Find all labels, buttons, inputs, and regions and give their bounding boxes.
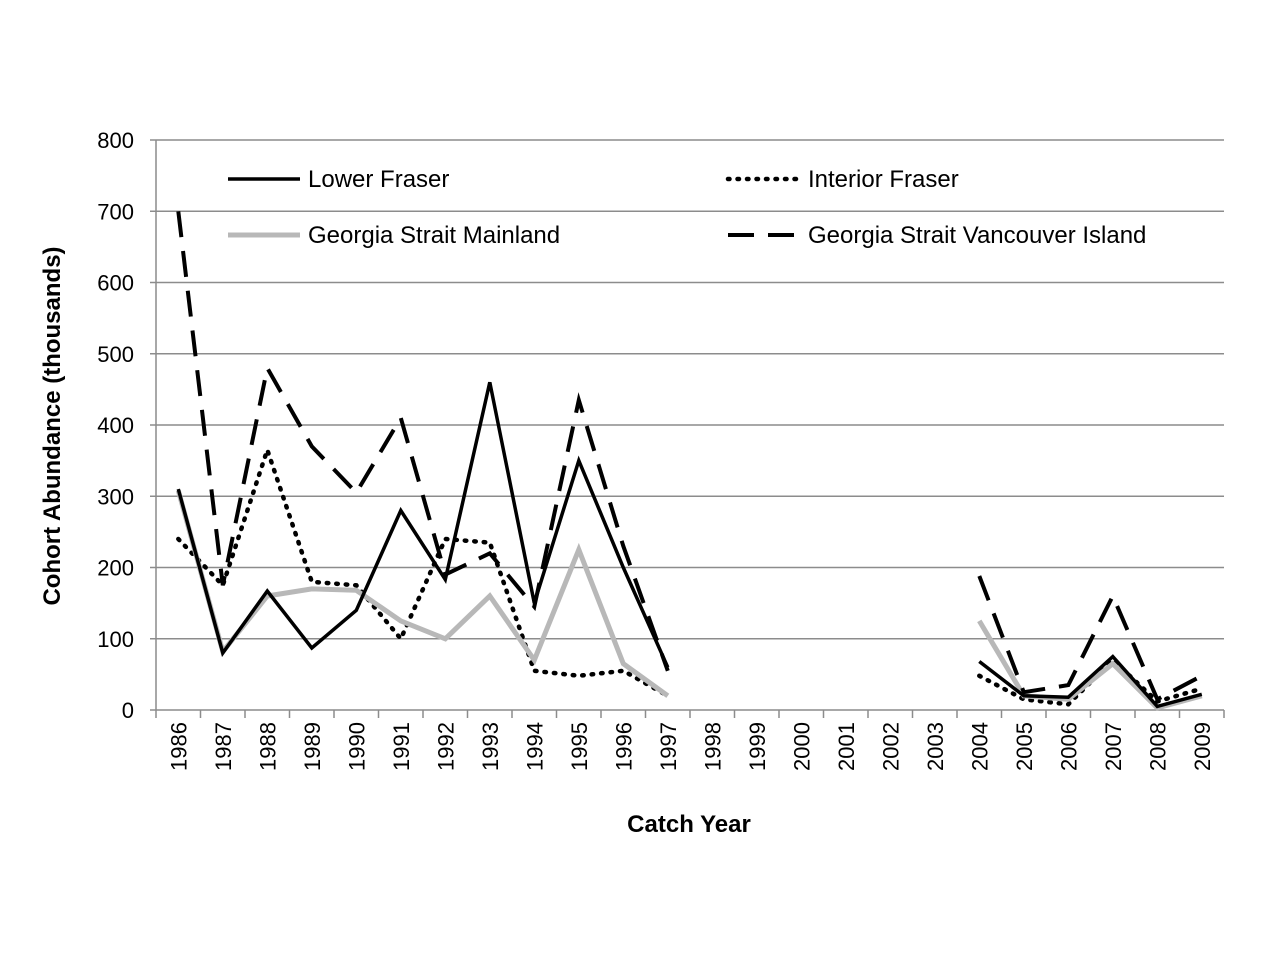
series-line-georgia-strait-mainland: [175, 489, 670, 698]
x-tick-label: 2008: [1145, 722, 1170, 771]
x-tick-label: 1995: [567, 722, 592, 771]
x-tick-label: 2007: [1101, 722, 1126, 771]
series-line-lower-fraser: [978, 654, 1203, 709]
x-tick-label: 2005: [1012, 722, 1037, 771]
y-tick-label: 300: [97, 484, 134, 509]
x-tick-label: 1988: [255, 722, 280, 771]
x-axis-title: Catch Year: [627, 811, 751, 838]
y-tick-label: 400: [97, 413, 134, 438]
x-tick-label: 1989: [300, 722, 325, 771]
series-line-interior-fraser: [176, 442, 671, 699]
y-tick-label: 700: [97, 199, 134, 224]
x-tick-label: 1999: [745, 722, 770, 771]
y-tick-label: 500: [97, 342, 134, 367]
x-axis-ticks: 1986 1987 1988 1989 1990 1991 1992 1993 1994 1995…: [155, 710, 1225, 771]
x-tick-label: 2009: [1190, 722, 1215, 771]
x-tick-label: 1986: [166, 722, 191, 771]
x-tick-label: 1994: [522, 722, 547, 771]
x-tick-label: 1998: [700, 722, 725, 771]
y-axis-ticks: 0 100 200 300 400 500 600 700 800: [97, 128, 156, 723]
series-lines: [175, 211, 1205, 711]
x-tick-label: 1991: [389, 722, 414, 771]
series-line-georgia-strait-vancouver-island: [176, 211, 670, 672]
x-tick-label: 2006: [1056, 722, 1081, 771]
x-tick-label: 2001: [834, 722, 859, 771]
x-tick-label: 2004: [967, 722, 992, 771]
series-line-lower-fraser: [176, 381, 670, 669]
y-tick-label: 0: [122, 698, 134, 723]
x-tick-label: 2002: [878, 722, 903, 771]
x-tick-label: 1996: [611, 722, 636, 771]
y-tick-label: 600: [97, 271, 134, 296]
legend: Lower Fraser Interior Fraser Georgia Strai…: [228, 166, 1146, 249]
x-tick-label: 1993: [478, 722, 503, 771]
legend-label: Georgia Strait Vancouver Island: [808, 222, 1146, 249]
y-axis-title: Cohort Abundance (thousands): [39, 246, 66, 605]
y-tick-label: 100: [97, 627, 134, 652]
x-tick-label: 2003: [923, 722, 948, 771]
x-tick-label: 2000: [789, 722, 814, 771]
x-tick-label: 1990: [344, 722, 369, 771]
y-tick-label: 200: [97, 556, 134, 581]
y-tick-label: 800: [97, 128, 134, 153]
x-tick-label: 1987: [211, 722, 236, 771]
x-tick-label: 1997: [656, 722, 681, 771]
legend-label: Georgia Strait Mainland: [308, 222, 560, 249]
legend-label: Interior Fraser: [808, 166, 959, 193]
series-line-georgia-strait-vancouver-island: [977, 575, 1203, 703]
legend-label: Lower Fraser: [308, 166, 449, 193]
x-tick-label: 1992: [433, 722, 458, 771]
